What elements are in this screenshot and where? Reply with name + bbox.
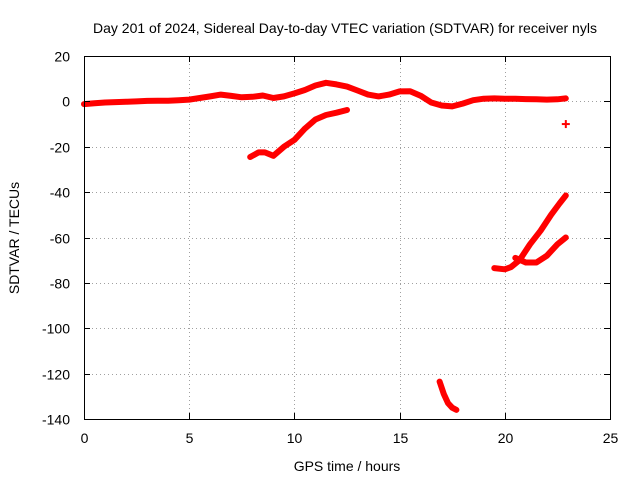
data-series-layer: [81, 79, 570, 413]
data-series-6: [436, 378, 460, 413]
x-axis-title: GPS time / hours: [294, 458, 401, 474]
y-tick-label: -20: [50, 140, 70, 156]
x-tick-label: 5: [186, 430, 194, 446]
data-series-1: [81, 79, 569, 110]
x-tick-label: 10: [287, 430, 303, 446]
y-axis-tick-labels: -140 -120 -100 -80 -60 -40 -20 0 20: [42, 49, 70, 428]
data-point-marker: [561, 120, 570, 129]
grid-lines: [84, 56, 610, 419]
y-tick-label: -100: [42, 321, 70, 337]
y-axis-title: SDTVAR / TECUs: [6, 182, 22, 294]
y-tick-label: 20: [54, 49, 70, 65]
x-tick-label: 20: [498, 430, 514, 446]
x-tick-label: 15: [393, 430, 409, 446]
data-series-2: [247, 107, 350, 160]
y-tick-label: -40: [50, 185, 70, 201]
axis-ticks: [84, 56, 611, 420]
x-tick-label: 25: [603, 430, 619, 446]
data-series-4: [491, 192, 569, 273]
chart-title: Day 201 of 2024, Sidereal Day-to-day VTE…: [93, 20, 597, 36]
x-tick-label: 0: [81, 430, 89, 446]
data-series-5: [512, 234, 569, 266]
y-tick-label: -140: [42, 412, 70, 428]
y-tick-label: -120: [42, 367, 70, 383]
y-tick-label: 0: [62, 94, 70, 110]
y-tick-label: -80: [50, 276, 70, 292]
x-axis-tick-labels: 0 5 10 15 20 25: [81, 430, 619, 446]
y-tick-label: -60: [50, 231, 70, 247]
